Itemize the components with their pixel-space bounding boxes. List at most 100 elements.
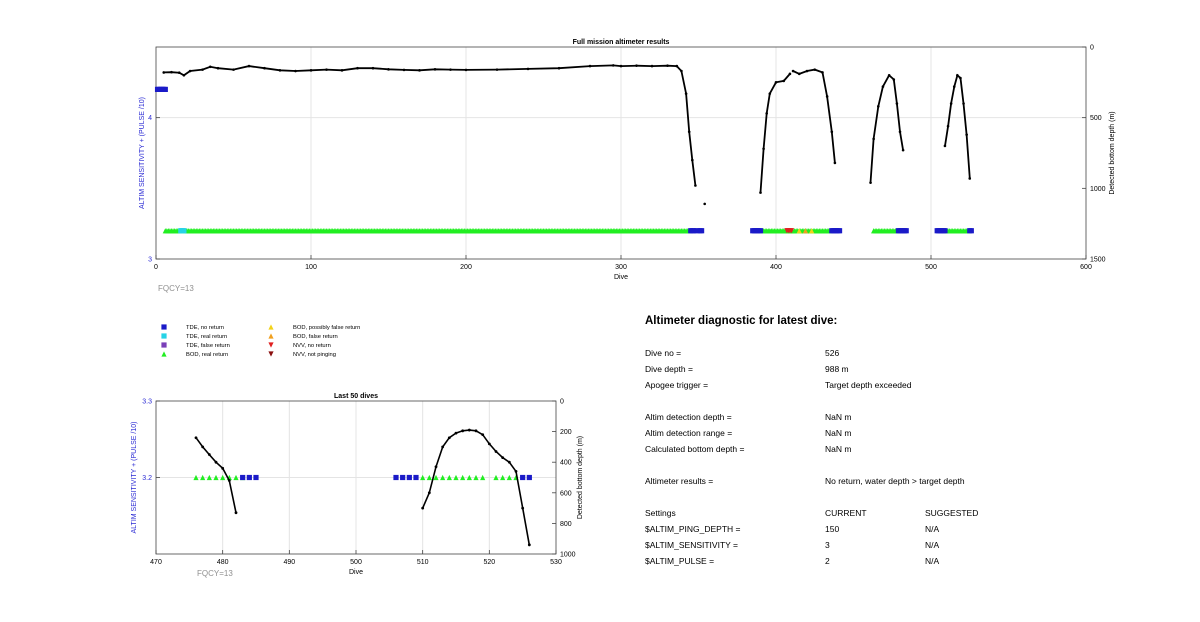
chart-title: Full mission altimeter results xyxy=(573,39,670,46)
altimeter-marker xyxy=(699,228,705,234)
legend-label: TDE, real return xyxy=(186,334,227,340)
dive-no-value: 526 xyxy=(825,348,840,358)
fqcy-annotation: FQCY=13 xyxy=(158,284,194,293)
altimeter-marker xyxy=(500,474,506,481)
bottom-depth-point xyxy=(340,69,344,72)
bottom-depth-point xyxy=(514,469,518,473)
y2-tick-label: 0 xyxy=(1090,45,1094,52)
legend-marker xyxy=(161,351,167,357)
legend-marker xyxy=(268,324,274,330)
altimeter-marker xyxy=(220,474,226,481)
bottom-depth-point xyxy=(402,68,406,72)
setting-suggested: N/A xyxy=(925,540,940,550)
y2-axis-label: Detected bottom depth (m) xyxy=(1109,111,1116,194)
x-tick-label: 490 xyxy=(283,559,295,566)
altim-detection-range-value: NaN m xyxy=(825,428,852,438)
altimeter-marker xyxy=(240,474,246,481)
bottom-depth-point xyxy=(182,73,186,77)
bottom-depth-point xyxy=(830,130,834,134)
altimeter-marker xyxy=(460,474,466,481)
dive-depth-label: Dive depth = xyxy=(645,364,693,374)
bottom-depth-point xyxy=(946,124,950,128)
x-tick-label: 500 xyxy=(925,264,937,271)
bottom-depth-point xyxy=(768,92,772,95)
altimeter-marker xyxy=(400,474,406,481)
bottom-depth-point xyxy=(650,64,654,68)
altimeter-marker xyxy=(942,228,948,234)
bottom-depth-point xyxy=(965,133,968,136)
setting-suggested: N/A xyxy=(925,524,940,534)
bottom-depth-point xyxy=(527,543,531,547)
y-tick-label: 3.2 xyxy=(142,475,152,482)
altimeter-marker xyxy=(466,474,472,481)
bottom-depth-point xyxy=(788,72,792,76)
bottom-depth-point xyxy=(214,460,218,464)
bottom-depth-point xyxy=(208,65,212,69)
bottom-depth-point xyxy=(461,429,465,433)
bottom-depth-point xyxy=(635,64,638,67)
bottom-depth-point xyxy=(201,445,205,449)
altimeter-marker xyxy=(493,474,499,481)
bottom-depth-point xyxy=(177,71,181,75)
bottom-depth-point xyxy=(821,71,824,74)
x-tick-label: 300 xyxy=(615,264,627,271)
bottom-depth-point xyxy=(434,465,438,469)
bottom-depth-point xyxy=(759,191,762,194)
bottom-depth-point xyxy=(762,147,765,151)
y2-tick-label: 1000 xyxy=(560,552,576,559)
altimeter-marker xyxy=(246,474,252,481)
setting-current: 3 xyxy=(825,540,830,550)
bottom-depth-point xyxy=(881,85,885,88)
altimeter-marker xyxy=(162,86,168,92)
bottom-depth-point xyxy=(309,69,313,72)
bottom-depth-point xyxy=(943,144,947,148)
bottom-depth-point xyxy=(433,68,437,71)
bottom-depth-point xyxy=(952,85,956,88)
altim-detection-depth-value: NaN m xyxy=(825,412,852,422)
altimeter-marker xyxy=(446,474,452,481)
y-tick-label: 3.3 xyxy=(142,399,152,406)
altimeter-marker xyxy=(788,228,795,234)
bottom-depth-point xyxy=(872,137,875,141)
altimeter-marker xyxy=(903,228,909,234)
altimeter-marker xyxy=(480,474,486,481)
altimeter-marker xyxy=(453,474,459,481)
bottom-depth-point xyxy=(201,68,204,71)
x-tick-label: 520 xyxy=(483,559,495,566)
bottom-depth-point xyxy=(427,491,431,495)
altimeter-marker xyxy=(802,228,809,234)
y2-tick-label: 600 xyxy=(560,490,572,497)
legend-marker xyxy=(268,342,274,348)
x-tick-label: 600 xyxy=(1080,264,1092,271)
dive-depth-value: 988 m xyxy=(825,364,849,374)
bottom-depth-point xyxy=(441,445,445,449)
bottom-depth-point xyxy=(162,71,166,74)
altimeter-results-value: No return, water depth > target depth xyxy=(825,476,965,486)
bottom-depth-point xyxy=(495,68,499,71)
bottom-depth-point xyxy=(227,479,231,482)
altimeter-marker xyxy=(809,228,815,234)
bottom-depth-point xyxy=(895,102,899,105)
bottom-depth-point xyxy=(557,66,561,70)
altimeter-results-label: Altimeter results = xyxy=(645,476,714,486)
bottom-depth-point xyxy=(371,66,375,70)
bottom-depth-point xyxy=(325,68,328,71)
bottom-depth-point xyxy=(703,202,706,206)
bottom-depth-point xyxy=(356,66,359,70)
x-tick-label: 480 xyxy=(217,559,229,566)
bottom-depth-point xyxy=(447,436,451,440)
bottom-depth-point xyxy=(680,69,683,73)
altimeter-marker xyxy=(526,474,532,481)
bottom-depth-point xyxy=(507,460,511,464)
y2-tick-label: 0 xyxy=(560,399,564,406)
x-axis-label: Dive xyxy=(349,569,363,576)
altimeter-marker xyxy=(520,474,526,481)
bottom-depth-point xyxy=(833,161,837,165)
altimeter-marker xyxy=(253,474,259,481)
bottom-depth-point xyxy=(188,69,192,73)
legend-label: BOD, possibly false return xyxy=(293,325,360,331)
bottom-depth-point xyxy=(207,453,211,456)
bottom-depth-point xyxy=(247,64,251,68)
bottom-depth-point xyxy=(765,112,768,115)
altimeter-marker xyxy=(206,474,212,481)
